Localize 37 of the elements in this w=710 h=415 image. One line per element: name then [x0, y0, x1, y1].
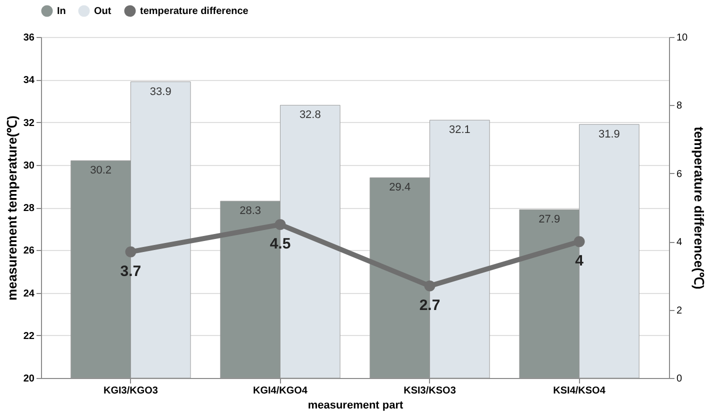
legend-label: temperature difference: [140, 6, 249, 17]
y-tick-label: 36: [23, 32, 35, 44]
point: [424, 280, 436, 292]
x-tick-label: KSI4/KSO4: [553, 386, 606, 396]
y2-axis-title: temperature difference(℃): [692, 126, 707, 290]
y-tick-label: 22: [23, 330, 35, 342]
data-label: 27.9: [538, 214, 560, 226]
y2-tick-label: 0: [676, 374, 682, 384]
data-label: 29.4: [389, 182, 411, 194]
data-label: 33.9: [150, 86, 172, 98]
point: [574, 236, 585, 248]
legend-label: In: [57, 6, 66, 17]
x-tick-label: KSI3/KSO3: [404, 386, 456, 396]
x-axis-title: measurement part: [308, 400, 404, 412]
y-tick-label: 20: [23, 374, 35, 384]
data-label: 32.1: [448, 124, 470, 136]
y-tick-label: 28: [23, 203, 35, 214]
y-tick-label: 32: [23, 118, 35, 129]
y-axis-title: measurement temperature(℃): [4, 116, 20, 300]
y2-tick-label: 8: [676, 100, 682, 112]
y-tick-label: 34: [23, 75, 35, 86]
x-tick-label: KGI3/KGO3: [103, 386, 158, 396]
x-tick-label: KGI4/KGO4: [253, 386, 308, 396]
y-tick-label: 26: [23, 246, 35, 257]
y-tick-label: 24: [23, 288, 35, 300]
point: [274, 219, 286, 230]
data-label: 31.9: [598, 128, 620, 140]
y2-tick-label: 4: [676, 237, 682, 248]
y-tick-label: 30: [23, 160, 35, 172]
y2-tick-label: 6: [676, 168, 682, 180]
legend-label: Out: [94, 6, 112, 17]
y2-tick-label: 2: [676, 305, 682, 316]
data-label: 28.3: [240, 205, 262, 218]
point: [125, 246, 136, 258]
y2-tick-label: 10: [676, 32, 688, 44]
data-label: 32.8: [299, 109, 321, 122]
data-label: 30.2: [90, 164, 112, 177]
